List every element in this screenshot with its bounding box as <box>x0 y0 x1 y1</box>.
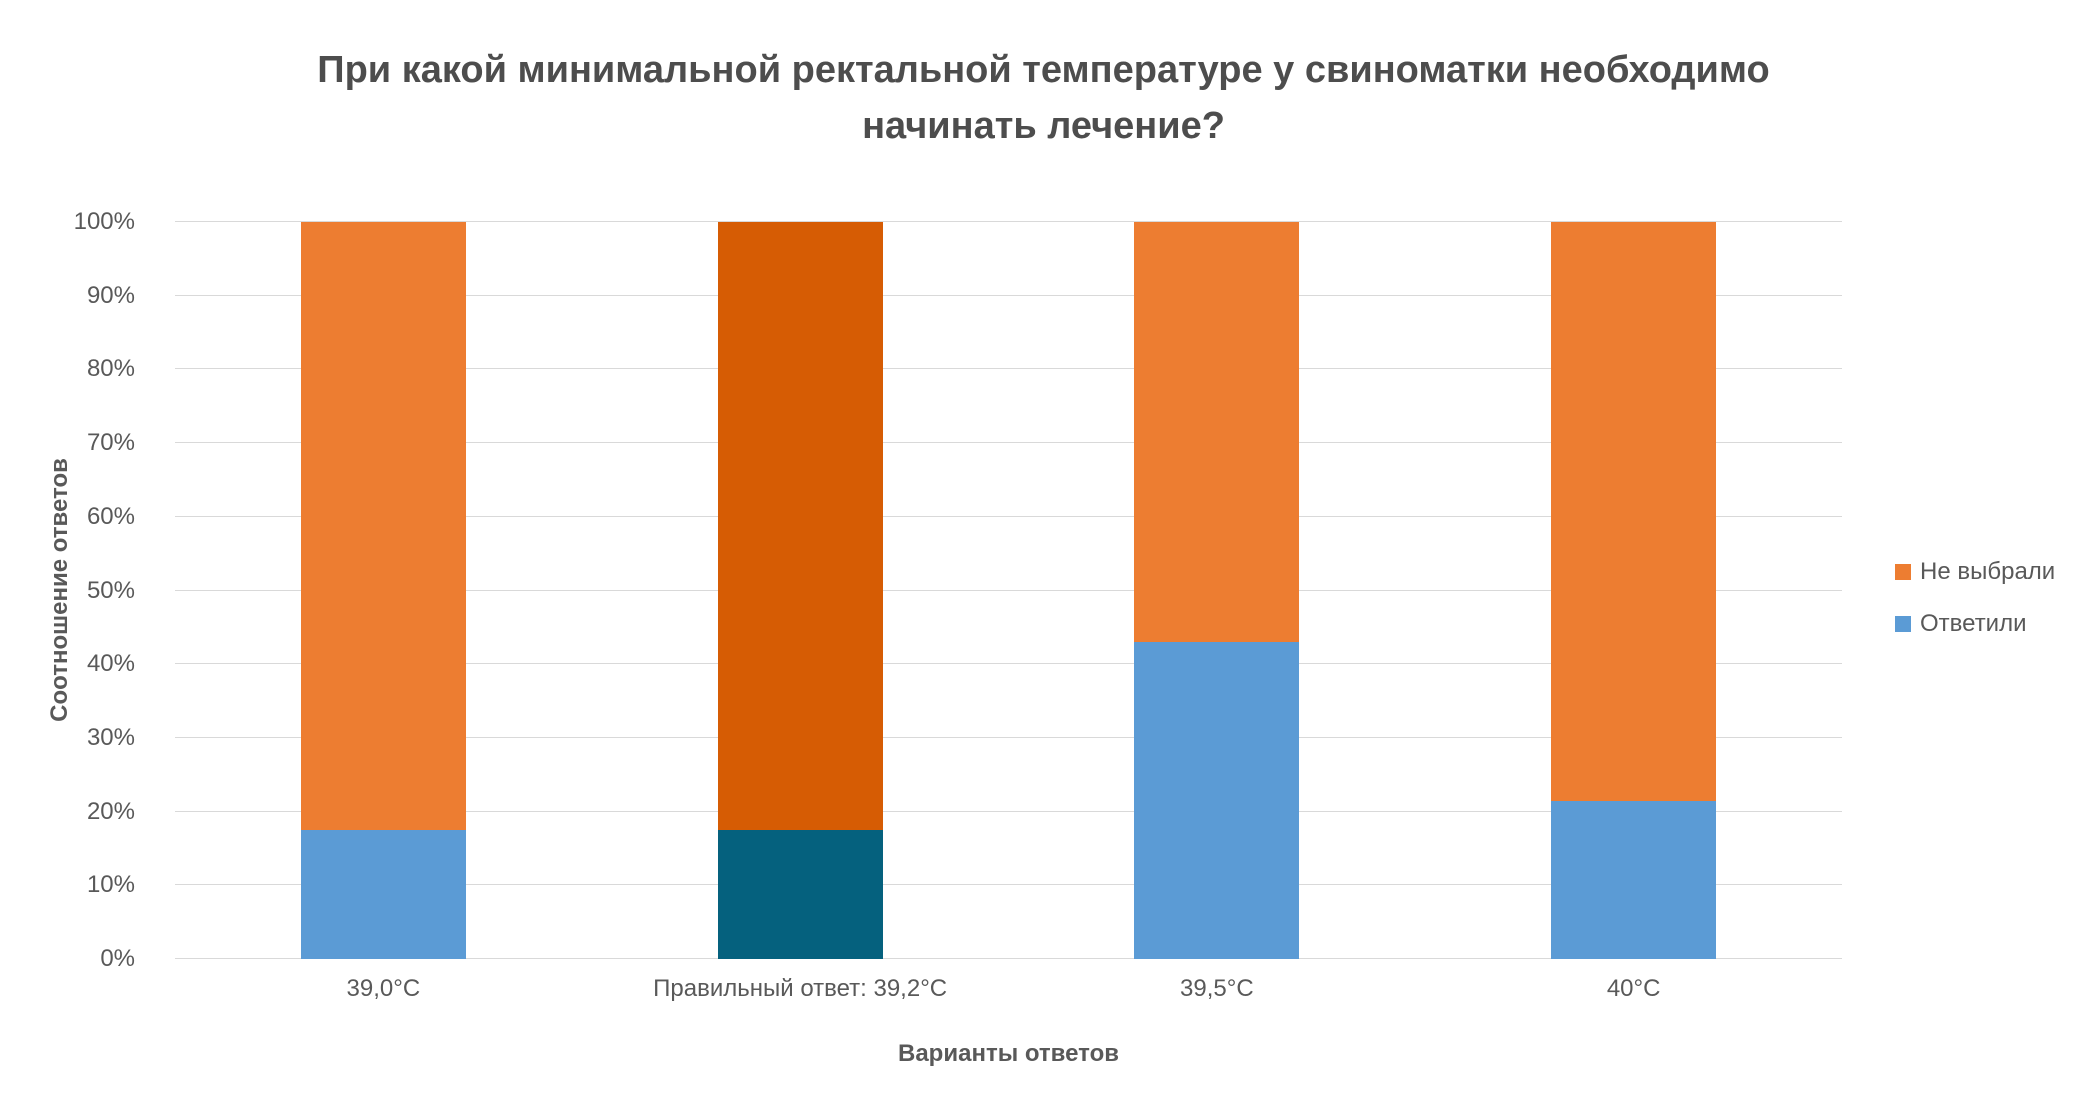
y-tick-label: 60% <box>86 502 135 530</box>
bar-slot-3 <box>1009 222 1426 959</box>
x-axis-title: Варианты ответов <box>898 1040 1119 1067</box>
y-tick-label: 0% <box>100 945 135 972</box>
y-tick-label: 50% <box>86 576 135 604</box>
gridline <box>175 442 1842 444</box>
x-tick-label: Правильный ответ: 39,2°C <box>653 975 948 1002</box>
bar-slot-2 <box>592 222 1009 959</box>
legend-item: Ответили <box>1895 610 2055 638</box>
gridline <box>175 958 1842 959</box>
legend-label: Ответили <box>1920 610 2027 637</box>
gridline <box>175 515 1842 517</box>
y-tick-label: 30% <box>86 723 135 751</box>
gridline <box>175 368 1842 370</box>
legend-swatch-icon <box>1895 616 1911 632</box>
y-tick-label: 40% <box>86 650 135 678</box>
gridlines <box>175 221 1842 959</box>
gridline <box>175 884 1842 886</box>
stacked-bar-1 <box>300 222 466 959</box>
legend-item: Не выбрали <box>1895 558 2055 586</box>
legend-label: Не выбрали <box>1920 558 2056 585</box>
bar-segment <box>717 222 883 831</box>
x-tick-label: 39,5°C <box>1180 975 1254 1002</box>
plot-area <box>175 221 1842 959</box>
y-tick-label: 80% <box>86 355 135 383</box>
y-tick-label: 100% <box>73 208 135 235</box>
legend: Не выбрали Ответили <box>1895 558 2055 638</box>
stacked-bar-4 <box>1551 222 1717 959</box>
x-tick-label: 39,0°C <box>346 975 421 1002</box>
y-axis-ticks: 0% 10% 20% 30% 40% 50% 60% 70% 80% 90% 100% <box>0 209 155 972</box>
gridline <box>175 736 1842 738</box>
bar-segment <box>300 830 466 959</box>
bar-slot-4 <box>1425 222 1842 959</box>
stacked-bar-3 <box>1134 222 1300 959</box>
gridline <box>175 221 1842 222</box>
bars <box>175 222 1842 959</box>
gridline <box>175 663 1842 665</box>
y-tick-label: 20% <box>86 797 135 825</box>
y-tick-label: 10% <box>86 871 135 899</box>
gridline <box>175 589 1842 591</box>
bar-segment <box>300 222 466 831</box>
y-tick-label: 70% <box>86 429 135 457</box>
x-tick-label: 40°C <box>1606 975 1661 1002</box>
bar-slot-1 <box>175 222 592 959</box>
bar-segment <box>717 830 883 959</box>
legend-swatch-icon <box>1895 564 1911 580</box>
chart-title: При какой минимальной ректальной темпера… <box>317 49 1770 147</box>
x-axis-ticks: 39,0°C Правильный ответ: 39,2°C 39,5°C 40°C <box>175 975 1842 1003</box>
y-tick-label: 90% <box>86 281 135 309</box>
bar-segment <box>1134 642 1300 959</box>
bar-segment <box>1134 222 1300 643</box>
gridline <box>175 810 1842 812</box>
bar-segment <box>1551 222 1717 801</box>
bar-segment <box>1551 800 1717 959</box>
stacked-bar-2 <box>717 222 883 959</box>
gridline <box>175 294 1842 296</box>
